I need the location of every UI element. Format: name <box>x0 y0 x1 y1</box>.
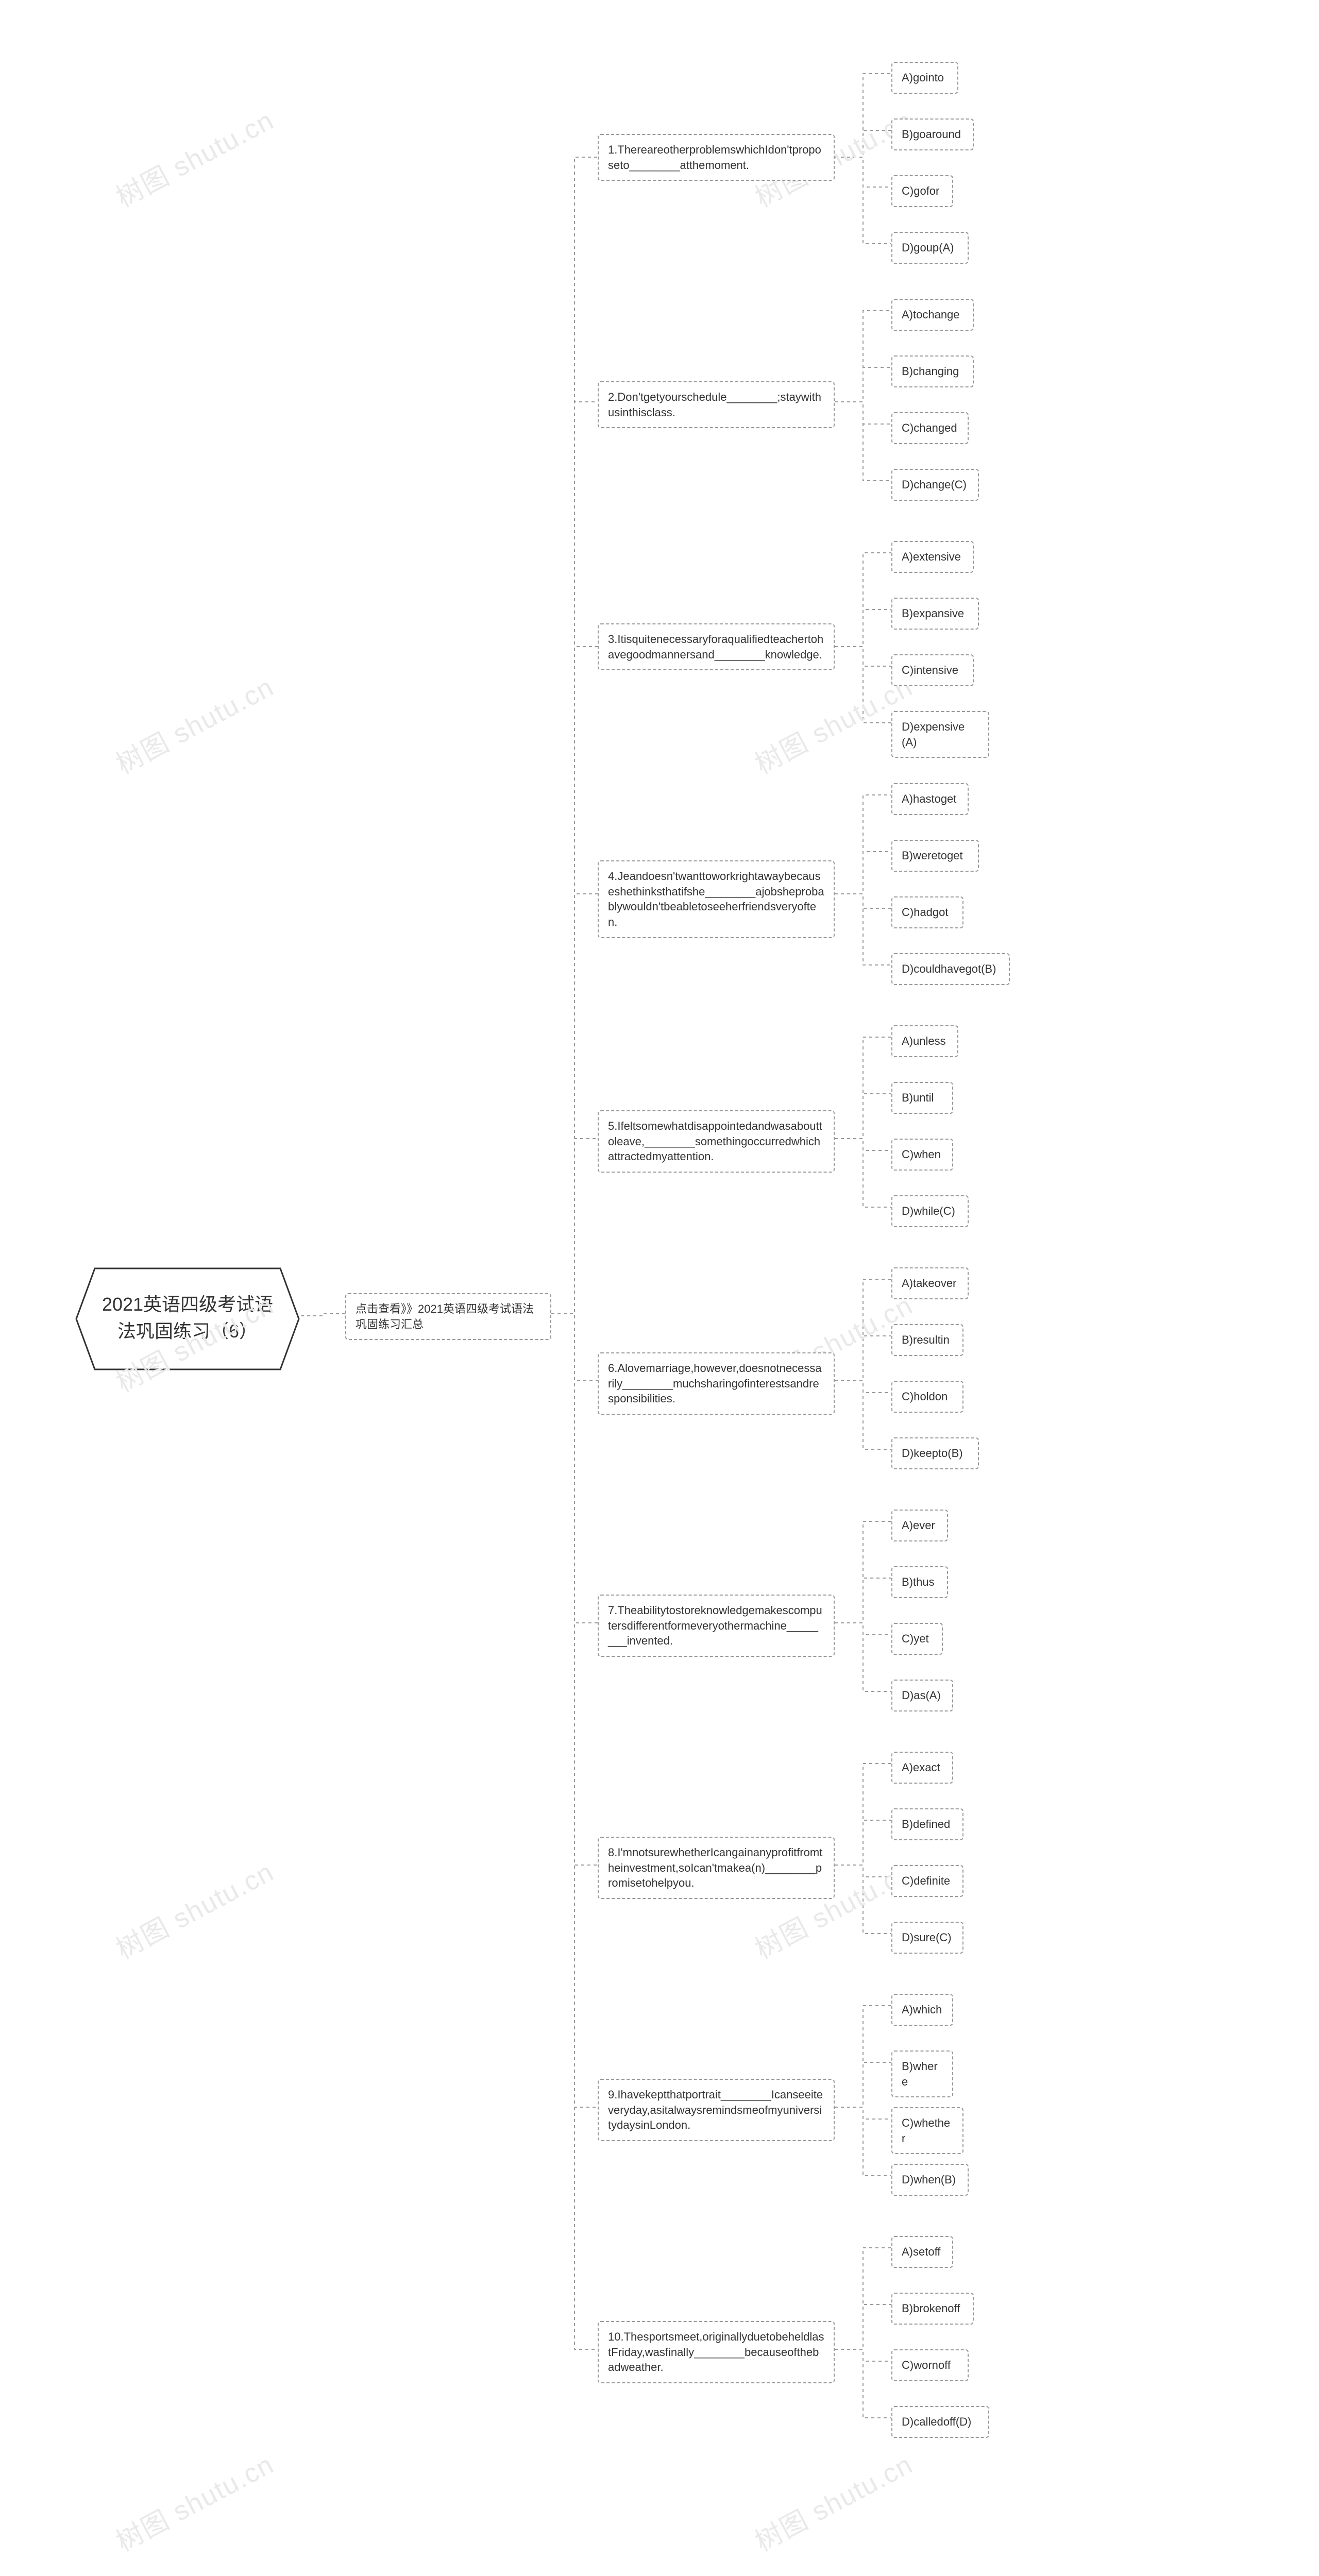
question-node: 2.Don'tgetyourschedule________;staywithu… <box>598 381 835 428</box>
option-node: D)sure(C) <box>891 1922 963 1954</box>
option-node: B)until <box>891 1082 953 1114</box>
option-node: A)gointo <box>891 62 958 94</box>
option-node: C)wornoff <box>891 2349 969 2381</box>
question-node: 3.Itisquitenecessaryforaqualifiedteacher… <box>598 623 835 670</box>
option-node: B)weretoget <box>891 840 979 872</box>
watermark: 树图 shutu.cn <box>108 666 280 781</box>
option-node: D)as(A) <box>891 1680 953 1711</box>
option-node: A)setoff <box>891 2236 953 2268</box>
option-node: D)when(B) <box>891 2164 969 2196</box>
watermark: 树图 shutu.cn <box>747 2443 919 2558</box>
level1-node: 点击查看》》2021英语四级考试语法巩固练习汇总 <box>345 1293 551 1340</box>
option-node: A)tochange <box>891 299 974 331</box>
option-node: A)extensive <box>891 541 974 573</box>
option-node: B)expansive <box>891 598 979 630</box>
option-node: C)changed <box>891 412 969 444</box>
watermark: 树图 shutu.cn <box>108 99 280 214</box>
option-node: B)brokenoff <box>891 2293 974 2325</box>
option-node: C)hadgot <box>891 896 963 928</box>
option-node: D)calledoff(D) <box>891 2406 989 2438</box>
option-node: C)whether <box>891 2107 963 2154</box>
question-node: 9.Ihavekeptthatportrait________Icanseeit… <box>598 2079 835 2141</box>
option-node: A)hastoget <box>891 783 969 815</box>
option-node: D)keepto(B) <box>891 1437 979 1469</box>
question-node: 1.ThereareotherproblemswhichIdon'tpropos… <box>598 134 835 181</box>
watermark: 树图 shutu.cn <box>108 2443 280 2558</box>
option-node: B)where <box>891 2050 953 2097</box>
option-node: B)resultin <box>891 1324 963 1356</box>
option-node: D)goup(A) <box>891 232 969 264</box>
option-node: C)yet <box>891 1623 943 1655</box>
option-node: B)changing <box>891 355 974 387</box>
option-node: A)exact <box>891 1752 953 1784</box>
question-node: 8.I'mnotsurewhetherIcangainanyprofitfrom… <box>598 1837 835 1899</box>
option-node: D)expensive(A) <box>891 711 989 758</box>
question-node: 6.Alovemarriage,however,doesnotnecessari… <box>598 1352 835 1415</box>
question-node: 4.Jeandoesn'twanttoworkrightawaybecauses… <box>598 860 835 938</box>
watermark: 树图 shutu.cn <box>108 1851 280 1966</box>
question-node: 7.Theabilitytostoreknowledgemakescompute… <box>598 1595 835 1657</box>
option-node: A)takeover <box>891 1267 969 1299</box>
option-node: D)couldhavegot(B) <box>891 953 1010 985</box>
option-node: C)intensive <box>891 654 974 686</box>
option-node: D)change(C) <box>891 469 979 501</box>
option-node: C)definite <box>891 1865 963 1897</box>
option-node: B)defined <box>891 1808 963 1840</box>
option-node: A)which <box>891 1994 953 2026</box>
question-node: 5.Ifeltsomewhatdisappointedandwasaboutto… <box>598 1110 835 1173</box>
option-node: A)ever <box>891 1510 948 1541</box>
option-node: C)gofor <box>891 175 953 207</box>
option-node: C)when <box>891 1139 953 1171</box>
question-node: 10.Thesportsmeet,originallyduetobeheldla… <box>598 2321 835 2383</box>
option-node: C)holdon <box>891 1381 963 1413</box>
option-node: B)goaround <box>891 118 974 150</box>
option-node: A)unless <box>891 1025 958 1057</box>
option-node: B)thus <box>891 1566 948 1598</box>
option-node: D)while(C) <box>891 1195 969 1227</box>
